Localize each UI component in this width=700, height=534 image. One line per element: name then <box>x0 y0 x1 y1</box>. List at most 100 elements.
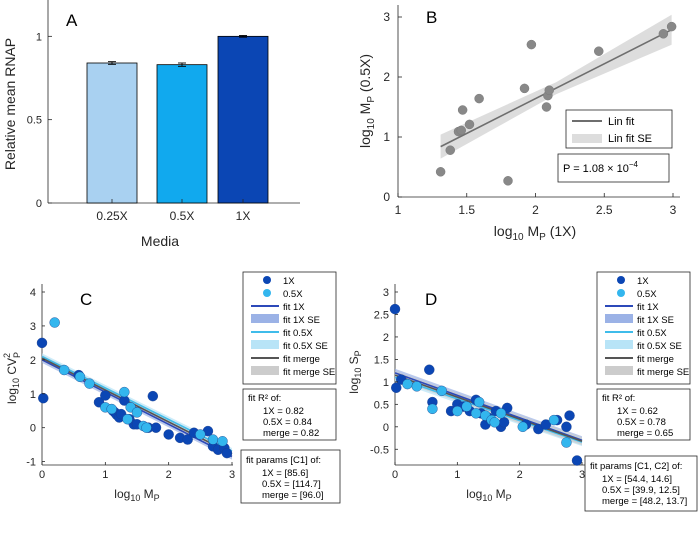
r2-line: 0.5X = 0.84 <box>263 417 312 428</box>
y-tick-label: 1 <box>383 130 390 144</box>
data-point <box>526 39 537 50</box>
panel-a-xlabel: Media <box>141 233 179 249</box>
data-point <box>147 390 159 402</box>
data-point <box>150 422 162 433</box>
panel-d-ylabel: log10 SP <box>347 350 363 393</box>
legend-label: fit merge SE <box>283 367 335 378</box>
data-point <box>666 21 677 32</box>
legend-label: fit merge <box>283 354 320 365</box>
legend-lin-fit: Lin fit <box>608 116 634 128</box>
params-line: 0.5X = [39.9, 12.5] <box>602 485 680 496</box>
data-point <box>564 410 575 421</box>
legend-label: fit 0.5X SE <box>283 341 328 352</box>
data-point <box>74 371 86 383</box>
legend-label: 0.5X <box>283 289 303 300</box>
data-point <box>464 119 475 130</box>
data-point <box>106 403 117 415</box>
data-point <box>49 317 60 328</box>
r2-line: merge = 0.82 <box>263 428 319 439</box>
params-line: merge = [96.0] <box>262 490 324 501</box>
params-line: 1X = [85.6] <box>262 468 308 479</box>
fit-se-band <box>440 14 672 159</box>
legend-label: fit 1X SE <box>283 315 320 326</box>
legend-label: fit merge SE <box>637 367 689 378</box>
data-point <box>561 437 572 448</box>
panel-b-pvalue-box <box>557 153 670 183</box>
x-tick-label: 0.5X <box>170 209 195 223</box>
fit-line <box>41 357 233 455</box>
y-tick-label: 0 <box>36 198 42 210</box>
legend-swatch-band <box>605 340 633 349</box>
y-tick-label: -0.5 <box>370 444 389 456</box>
x-tick-label: 1 <box>395 203 402 217</box>
data-point <box>489 417 500 428</box>
y-tick-label: 1 <box>30 389 36 401</box>
legend-label: fit 1X <box>283 302 305 313</box>
fit-line <box>394 376 583 443</box>
legend-label: 1X <box>637 276 649 287</box>
r2-line: 0.5X = 0.78 <box>617 417 666 428</box>
data-point <box>84 378 95 389</box>
data-point <box>141 422 152 433</box>
y-tick-label: 2 <box>383 332 389 344</box>
data-point <box>461 401 472 412</box>
data-point <box>658 29 669 39</box>
legend-box <box>596 271 691 385</box>
panel-d-label: D <box>425 290 437 309</box>
panel-c-legend: 1X 0.5X fit 1X fit 1X SE fit 0.5X fit 0.5X SE… <box>242 271 337 385</box>
panel-a-ylabel: Relative mean RNAP <box>2 38 18 170</box>
x-tick-label: 2.5 <box>596 203 613 217</box>
r2-line: merge = 0.65 <box>617 428 673 439</box>
params-line: merge = [48.2, 13.7] <box>602 496 687 507</box>
data-point <box>540 419 552 430</box>
panel-c-r2-box: fit R² of: 1X = 0.82 0.5X = 0.84 merge =… <box>242 388 337 441</box>
fit-line <box>440 28 672 148</box>
y-tick-label: 0 <box>30 423 36 435</box>
panel-b-pvalue: P = 1.08 × 10−4 <box>563 160 639 175</box>
data-point <box>544 85 554 95</box>
data-point <box>195 429 206 440</box>
data-point <box>436 385 447 397</box>
x-tick-label: 3 <box>229 469 235 481</box>
legend-lin-fit-se: Lin fit SE <box>608 133 652 145</box>
data-point <box>445 145 455 155</box>
panel-b-ylabel: log10 MP (0.5X) <box>357 54 377 148</box>
x-tick-label: 0 <box>39 469 45 481</box>
bar <box>156 64 208 204</box>
x-tick-label: 3 <box>670 203 677 217</box>
panel-a: A 0 0.5 1 0.25X 0.5X 1X Media Relative mean … <box>2 0 300 249</box>
legend-label: 1X <box>283 276 295 287</box>
x-tick-label: 2 <box>532 203 539 217</box>
data-point <box>207 434 219 445</box>
data-point <box>427 403 438 415</box>
panel-b-label: B <box>426 8 437 27</box>
data-point <box>473 396 485 408</box>
legend-box <box>242 271 337 385</box>
panel-c-label: C <box>80 290 92 309</box>
legend-swatch-band <box>605 366 633 375</box>
data-point <box>58 364 70 376</box>
data-point <box>389 303 401 315</box>
x-tick-label: 1.5 <box>458 203 475 217</box>
r2-title: fit R² of: <box>248 393 281 404</box>
r2-title: fit R² of: <box>602 393 635 404</box>
legend-label: 0.5X <box>637 289 657 300</box>
data-point <box>36 337 48 349</box>
panel-d-params-box: fit params [C1, C2] of: 1X = [54.4, 14.6… <box>584 455 698 512</box>
y-tick-label: -1 <box>26 457 36 469</box>
data-point <box>594 46 604 56</box>
data-point <box>495 408 507 419</box>
data-point <box>452 405 463 417</box>
x-tick-label: 2 <box>517 469 523 481</box>
data-point <box>131 407 143 418</box>
panel-d: D 0 1 2 3 -0.5 0 0.5 1 1.5 2 2.5 3 log10 MP log10 … <box>347 271 698 512</box>
y-tick-label: 0.5 <box>27 115 42 127</box>
panel-c-params-box: fit params [C1] of: 1X = [85.6] 0.5X = [… <box>240 449 341 504</box>
pvalue-text: P = 1.08 × 10 <box>563 163 629 175</box>
legend-swatch-marker <box>263 276 271 284</box>
fit-line <box>394 374 583 442</box>
data-point <box>119 386 130 398</box>
